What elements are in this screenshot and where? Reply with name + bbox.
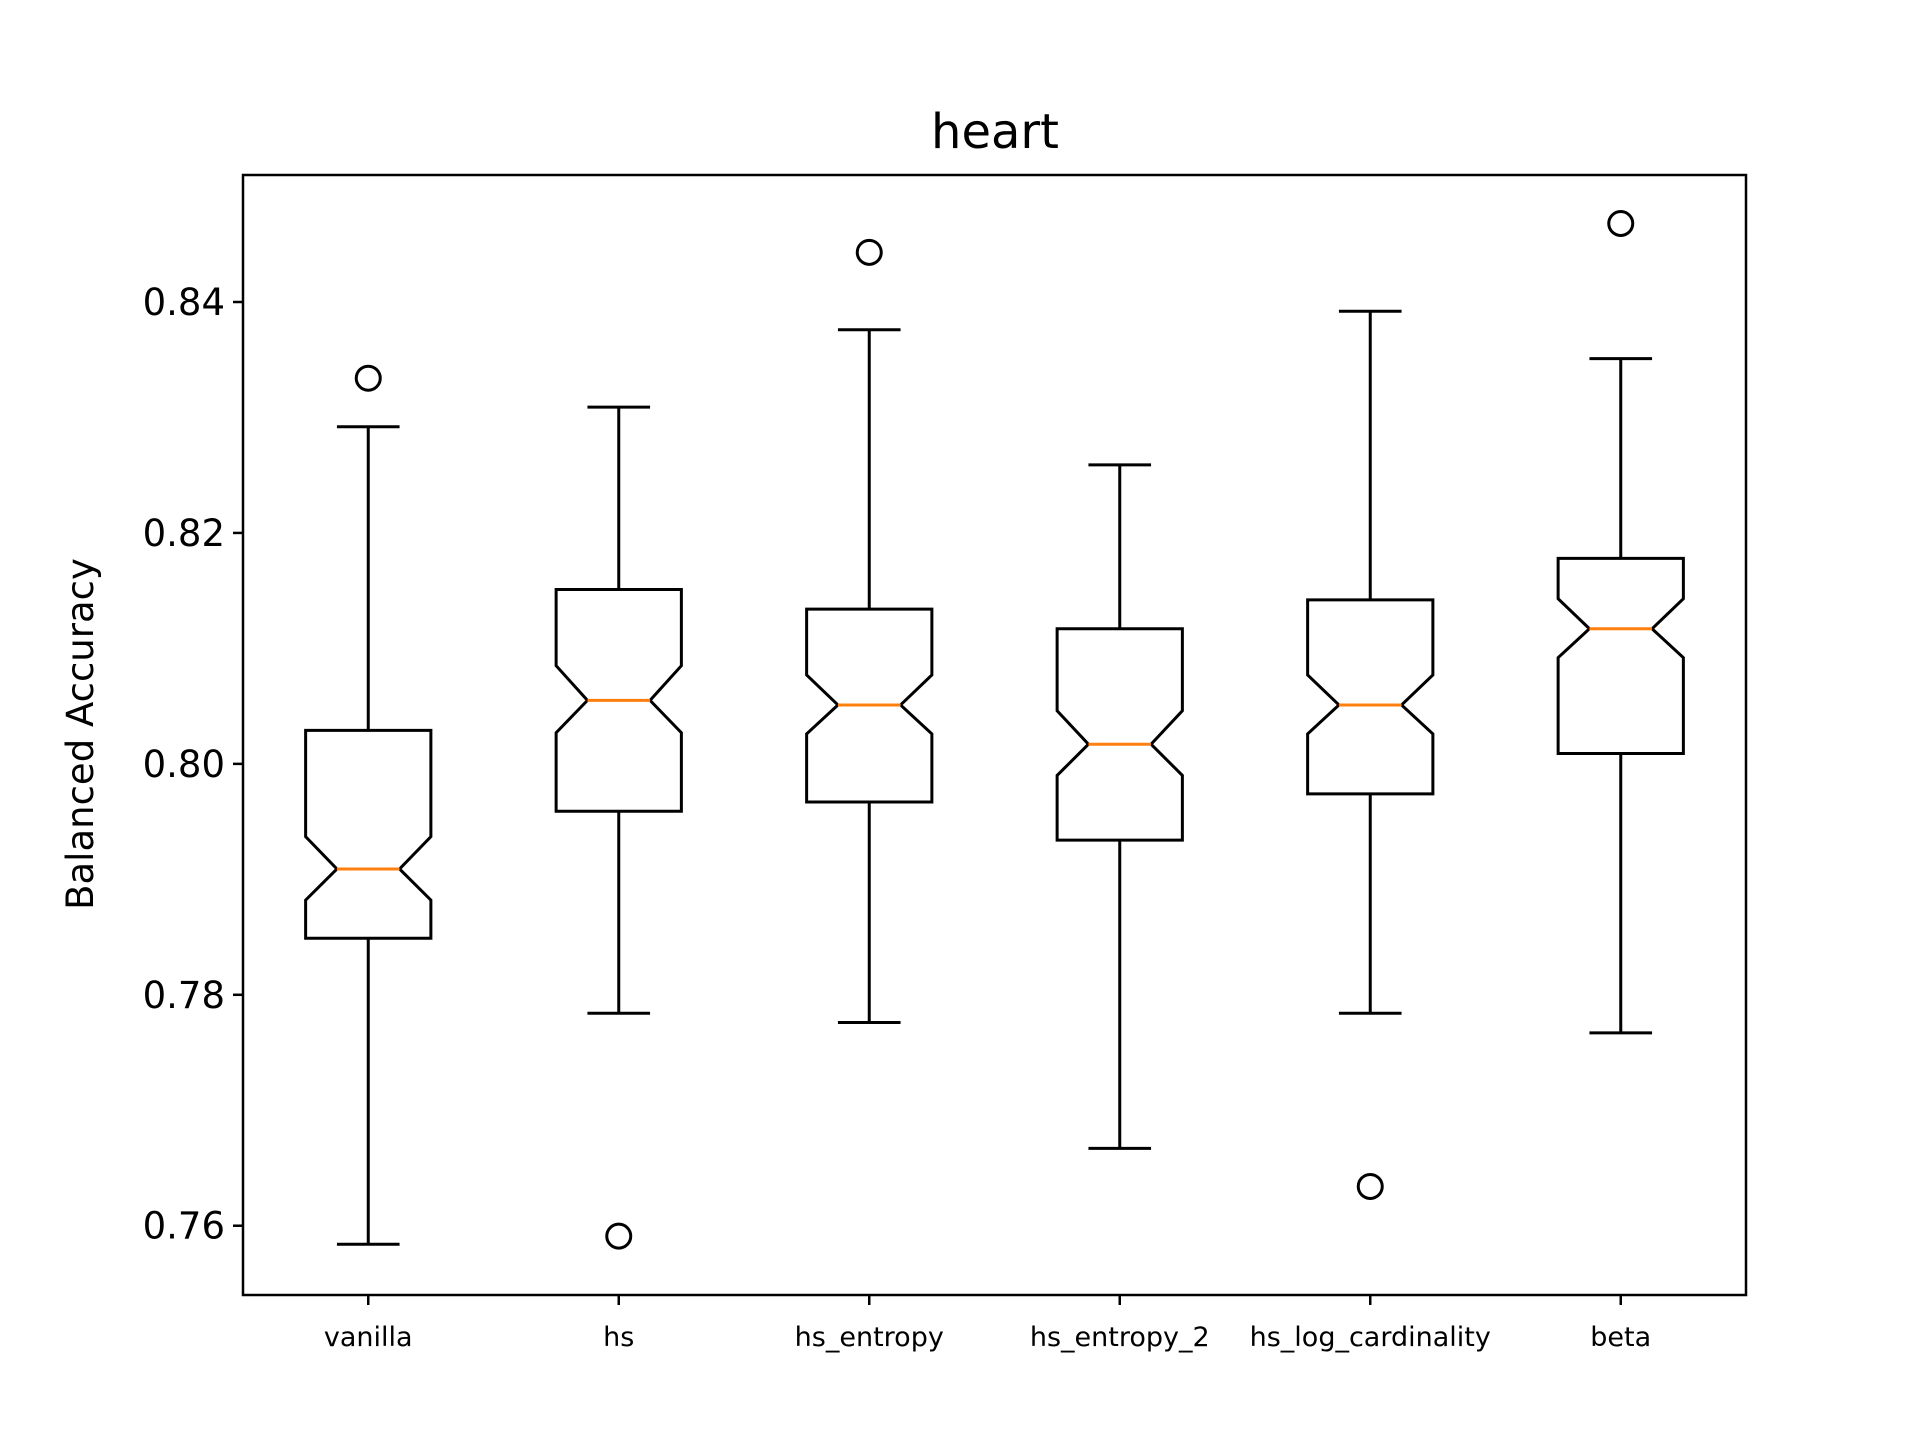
box-hs xyxy=(554,405,683,1250)
notched-box xyxy=(554,588,683,813)
box-beta xyxy=(1556,209,1685,1035)
notched-box xyxy=(1055,627,1184,842)
box-vanilla xyxy=(304,364,433,1246)
x-tick-label: beta xyxy=(1590,1322,1651,1353)
outlier-point xyxy=(855,238,883,266)
box-hs_entropy xyxy=(805,238,934,1025)
x-tick-label: hs_entropy_2 xyxy=(1030,1322,1210,1353)
x-tick-label: hs xyxy=(603,1322,634,1353)
chart-title: heart xyxy=(931,104,1059,160)
y-tick-label: 0.76 xyxy=(143,1205,225,1248)
y-tick-label: 0.82 xyxy=(143,512,225,555)
box-series xyxy=(304,209,1685,1250)
notched-box xyxy=(1556,556,1685,755)
outlier-point xyxy=(605,1222,633,1250)
y-axis-ticks: 0.76 0.78 0.80 0.82 0.84 xyxy=(143,281,243,1248)
box-hs_entropy_2 xyxy=(1055,463,1184,1150)
outlier-point xyxy=(1607,209,1635,237)
x-tick-label: hs_log_cardinality xyxy=(1250,1322,1491,1353)
notched-box xyxy=(1306,598,1435,796)
notched-box xyxy=(304,728,433,940)
outlier-point xyxy=(354,364,382,392)
x-tick-label: vanilla xyxy=(324,1322,413,1353)
x-axis-ticks: vanilla hs hs_entropy hs_entropy_2 hs_log_ca… xyxy=(324,1295,1651,1353)
y-tick-label: 0.78 xyxy=(143,974,225,1017)
y-axis-label: Balanced Accuracy xyxy=(59,558,102,910)
outlier-point xyxy=(1356,1172,1384,1200)
x-tick-label: hs_entropy xyxy=(795,1322,944,1353)
axes-frame xyxy=(241,173,1748,1297)
notched-box xyxy=(805,607,934,804)
y-tick-label: 0.84 xyxy=(143,281,225,324)
y-tick-label: 0.80 xyxy=(143,743,225,786)
box-hs_log_cardinality xyxy=(1306,309,1435,1200)
